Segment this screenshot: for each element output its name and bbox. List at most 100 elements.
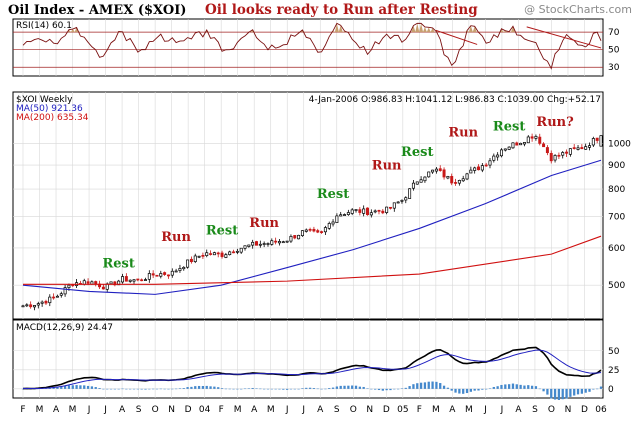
macd-histogram-bar <box>263 388 266 390</box>
x-tick-label: A <box>53 405 60 415</box>
candle-body <box>488 160 492 166</box>
price-tick-label: 500 <box>608 281 625 291</box>
candle-body <box>354 209 358 211</box>
annotation-run: Run <box>448 125 478 140</box>
candle-body <box>381 210 385 214</box>
macd-tick-label: 25 <box>608 366 619 376</box>
candle-body <box>262 243 266 245</box>
macd-histogram-bar <box>148 388 151 390</box>
candle-body <box>136 278 140 281</box>
candle-body <box>235 250 239 253</box>
macd-histogram-bar <box>316 388 319 390</box>
candle-body <box>538 136 542 144</box>
x-tick-label: F <box>20 405 25 415</box>
candle-body <box>599 135 603 147</box>
candle-body <box>94 281 98 284</box>
macd-histogram-bar <box>155 388 159 390</box>
candle-body <box>350 209 354 214</box>
candle-body <box>52 296 56 299</box>
candle-body <box>224 254 228 258</box>
macd-histogram-bar <box>400 388 404 389</box>
x-tick-label: A <box>515 405 522 415</box>
candle-body <box>553 155 557 161</box>
candle-body <box>300 230 304 237</box>
x-tick-label: 04 <box>199 405 211 415</box>
macd-histogram-bar <box>125 388 128 390</box>
macd-histogram-bar <box>393 388 396 390</box>
macd-histogram-bar <box>550 388 553 399</box>
grid-layer <box>13 19 603 398</box>
macd-layer <box>21 346 603 400</box>
macd-histogram-bar <box>385 388 388 391</box>
candle-body <box>362 208 366 214</box>
candle-body <box>339 214 343 217</box>
macd-tick-label: 50 <box>608 347 620 357</box>
macd-histogram-bar <box>63 385 67 389</box>
macd-histogram-bar <box>465 388 469 394</box>
macd-histogram-bar <box>247 388 250 389</box>
candle-body <box>82 280 86 285</box>
candle-body <box>572 147 576 149</box>
x-tick-label: 05 <box>397 405 408 415</box>
macd-histogram-bar <box>439 383 442 389</box>
macd-histogram-bar <box>454 388 457 393</box>
candle-body <box>480 165 484 171</box>
candle-body <box>408 188 412 199</box>
candle-body <box>228 251 232 256</box>
candle-body <box>216 252 220 255</box>
candle-body <box>86 281 90 284</box>
candle-body <box>492 155 496 161</box>
macd-histogram-bar <box>136 388 139 390</box>
candle-body <box>565 151 569 154</box>
candle-body <box>151 273 155 276</box>
macd-histogram-bar <box>492 386 495 389</box>
candle-body <box>530 136 534 139</box>
candle-body <box>545 147 549 154</box>
rsi-trendline <box>526 26 602 49</box>
macd-histogram-bar <box>396 388 400 390</box>
candle-body <box>327 223 331 229</box>
macd-histogram-bar <box>546 388 549 395</box>
macd-histogram-bar <box>450 388 453 391</box>
x-tick-label: M <box>234 405 242 415</box>
candle-body <box>388 206 392 209</box>
macd-histogram-bar <box>534 386 538 389</box>
macd-histogram-bar <box>584 388 587 393</box>
price-symbol-label: $XOI Weekly <box>16 95 73 105</box>
macd-histogram-bar <box>588 388 591 392</box>
x-tick-label: J <box>500 405 504 415</box>
ma200-line <box>23 235 602 285</box>
candle-body <box>209 253 213 255</box>
macd-histogram-bar <box>358 386 361 389</box>
candle-body <box>316 230 320 233</box>
candle-body <box>511 142 515 149</box>
candle-body <box>212 252 216 256</box>
candle-body <box>369 212 373 216</box>
candle-body <box>29 304 33 308</box>
x-tick-label: M <box>432 405 440 415</box>
macd-histogram-bar <box>496 386 499 389</box>
macd-histogram-bar <box>159 388 162 390</box>
macd-histogram-bar <box>519 384 522 389</box>
macd-histogram-bar <box>197 385 201 389</box>
candle-body <box>591 138 595 146</box>
candle-body <box>423 176 427 182</box>
candle-body <box>461 178 465 182</box>
x-tick-label: F <box>219 405 224 415</box>
candle-body <box>32 305 36 308</box>
macd-histogram-bar <box>565 388 568 399</box>
quote-line: 4-Jan-2006 O:986.83 H:1041.12 L:986.83 C… <box>309 95 601 105</box>
x-tick-label: D <box>383 405 390 415</box>
candle-body <box>140 279 144 282</box>
macd-histogram-bar <box>243 388 247 390</box>
price-tick-label: 900 <box>608 161 625 171</box>
candle-body <box>438 168 442 171</box>
x-tick-label: M <box>465 405 473 415</box>
candle-body <box>255 241 258 246</box>
price-panel-frame <box>12 91 604 320</box>
macd-histogram-bar <box>102 388 105 390</box>
x-tick-label: A <box>119 405 126 415</box>
candle-body <box>499 149 503 157</box>
rsi-panel-frame <box>12 18 604 77</box>
candle-body <box>534 136 538 139</box>
